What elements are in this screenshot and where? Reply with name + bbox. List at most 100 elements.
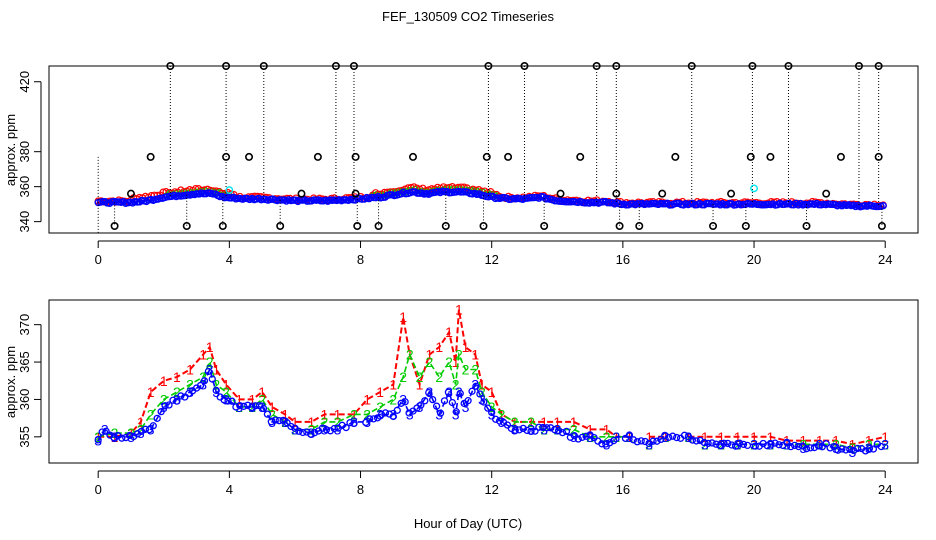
top-outlier-point — [540, 222, 549, 231]
bottom-series3-point — [830, 442, 838, 451]
bottom-series1-marker: 1 — [471, 347, 479, 363]
bottom-series3-point — [137, 427, 146, 435]
bottom-series2-marker: 2 — [258, 391, 266, 407]
bottom-series2-marker: 2 — [307, 421, 315, 437]
bottom-series3-point — [196, 381, 205, 390]
bottom-series3-marker: 3 — [783, 436, 791, 452]
top-outlier-point — [182, 222, 191, 231]
bottom-series2-marker: 2 — [350, 406, 358, 422]
bottom-series3-marker: 3 — [160, 399, 168, 415]
bottom-series3-point — [653, 437, 661, 445]
bottom-series3-point — [865, 444, 874, 453]
top-outlier-point — [408, 152, 417, 161]
bottom-series3-marker: 3 — [222, 391, 230, 407]
top-x-tick-label: 0 — [95, 252, 102, 267]
top-outlier-point — [313, 152, 322, 161]
bottom-series3-marker: 3 — [471, 376, 479, 392]
bottom-series3-point — [236, 402, 244, 410]
top-y-tick-label: 380 — [17, 141, 32, 163]
bottom-series3-point — [212, 386, 220, 395]
bottom-series3-point — [763, 442, 771, 450]
bottom-series3-point — [452, 408, 460, 416]
chart-title: FEF_130509 CO2 Timeseries — [382, 9, 554, 24]
bottom-series2-marker: 2 — [137, 421, 145, 437]
top-outlier-point — [245, 152, 254, 161]
bottom-series2-marker: 2 — [222, 384, 230, 400]
bottom-series3-point — [810, 443, 819, 452]
bottom-series1-marker: 1 — [334, 406, 342, 422]
bottom-series1-marker: 1 — [462, 339, 470, 355]
bottom-series3-point — [822, 440, 830, 448]
bottom-series3-point — [204, 367, 213, 376]
top-series3-point — [746, 200, 754, 208]
bottom-series3-marker: 3 — [350, 414, 358, 430]
top-outlier-point — [658, 189, 667, 198]
bottom-series3-point — [200, 377, 209, 385]
bottom-series3-point — [153, 414, 161, 422]
bottom-series3-point — [598, 440, 606, 448]
bottom-series3-point — [440, 397, 449, 405]
bottom-series1-marker: 1 — [376, 384, 384, 400]
bottom-series3-point — [554, 426, 563, 435]
top-outlier-point — [351, 152, 360, 161]
bottom-series3-point — [641, 437, 649, 446]
top-outlier-point — [374, 222, 383, 231]
bottom-series3-point — [535, 423, 543, 431]
bottom-series3-point — [94, 436, 102, 444]
bottom-series2-marker: 2 — [445, 354, 453, 370]
bottom-series3-point — [102, 427, 110, 435]
bottom-series3-point — [476, 390, 484, 398]
bottom-series3-point — [775, 441, 783, 449]
bottom-series3-marker: 3 — [389, 406, 397, 422]
bottom-series2-marker: 2 — [334, 414, 342, 430]
bottom-series3-point — [739, 440, 748, 449]
top-series3-point — [386, 191, 394, 199]
top-plot-frame — [48, 65, 919, 234]
bottom-series2-marker: 2 — [881, 436, 889, 452]
bottom-series3-point — [850, 446, 858, 455]
top-outlier-point — [612, 189, 621, 198]
bottom-series3-point — [248, 403, 256, 412]
bottom-series3-point — [657, 435, 665, 444]
top-outlier-point — [110, 222, 119, 231]
bottom-plot-frame — [48, 299, 919, 464]
bottom-series3-point — [551, 426, 559, 434]
bottom-series3-marker: 3 — [612, 429, 620, 445]
bottom-series3-point — [574, 435, 582, 443]
top-cyan-point — [225, 186, 234, 195]
top-outlier-point — [766, 152, 775, 161]
top-series3-point — [278, 196, 286, 204]
top-outlier-point — [635, 222, 644, 231]
bottom-series3-point — [275, 417, 283, 425]
bottom-series1-marker: 1 — [783, 433, 791, 449]
top-outlier-point — [351, 189, 360, 198]
bottom-series3-point — [165, 401, 173, 409]
bottom-series2-marker: 2 — [455, 347, 463, 363]
top-outlier-point — [576, 152, 585, 161]
top-outlier-point — [741, 222, 750, 231]
top-series3-point — [879, 201, 887, 210]
bottom-series1-marker: 1 — [307, 414, 315, 430]
bottom-series3-point — [842, 446, 850, 454]
bottom-series2-marker: 2 — [111, 425, 119, 441]
top-y-tick-label: 420 — [17, 71, 32, 93]
bottom-series3-point — [602, 440, 610, 448]
bottom-series2-marker: 2 — [511, 414, 519, 430]
bottom-series2-marker: 2 — [626, 429, 634, 445]
bottom-series3-point — [224, 397, 232, 405]
bottom-series3-point — [771, 439, 779, 447]
bottom-series3-marker: 3 — [101, 421, 109, 437]
bottom-series3-point — [491, 415, 500, 423]
top-series3-point — [705, 199, 713, 208]
bottom-series2-marker: 2 — [416, 369, 424, 385]
top-outlier-point — [520, 61, 529, 70]
x-axis-label: Hour of Day (UTC) — [414, 516, 522, 531]
bottom-series3-point — [456, 389, 464, 398]
top-x-tick-label: 16 — [616, 252, 630, 267]
bottom-series1-marker: 1 — [435, 339, 443, 355]
top-outlier-point — [612, 61, 621, 70]
bottom-series3-marker: 3 — [488, 406, 496, 422]
bottom-series2-marker: 2 — [389, 391, 397, 407]
